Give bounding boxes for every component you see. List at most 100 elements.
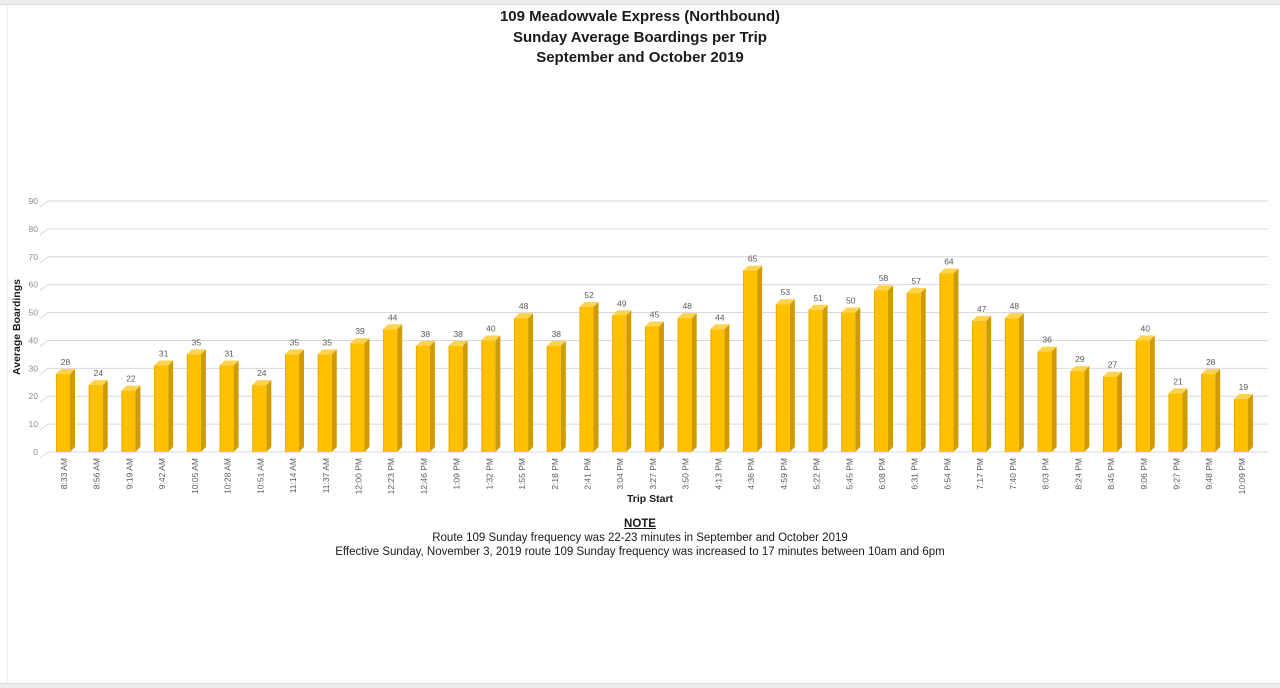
x-tick-label: 11:14 AM (288, 458, 298, 493)
bar-value-label: 24 (93, 368, 103, 378)
bar-top-face (1135, 335, 1155, 341)
x-tick-label: 5:22 PM (812, 458, 822, 490)
bar-top-face (481, 335, 501, 341)
y-tick-label: 30 (29, 363, 39, 373)
x-tick-label: 12:00 PM (353, 458, 363, 494)
bar-top-face (317, 349, 337, 355)
axis-depth-tick (39, 451, 49, 459)
y-tick-label: 70 (29, 252, 39, 262)
bar-value-label: 50 (846, 296, 856, 306)
bar-value-label: 51 (813, 293, 823, 303)
bar (775, 304, 790, 452)
x-tick-label: 1:09 PM (452, 458, 462, 490)
x-tick-label: 8:45 PM (1106, 458, 1116, 490)
bar-side-face (135, 385, 141, 452)
bar-top-face (874, 285, 893, 291)
bar (1168, 393, 1183, 452)
bar-value-label: 35 (323, 337, 333, 347)
bar-side-face (691, 313, 697, 452)
x-tick-label: 11:37 AM (321, 458, 331, 493)
chart-title-line2: Sunday Average Boardings per Trip (513, 28, 767, 46)
bar-top-face (350, 338, 370, 344)
bar-side-face (1117, 371, 1123, 452)
bar-top-face (1103, 371, 1123, 377)
page-edge-bottom (0, 683, 1280, 688)
bar (710, 329, 725, 452)
bar-side-face (953, 268, 959, 452)
bar (579, 306, 594, 452)
y-tick-label: 50 (29, 308, 39, 318)
bar (874, 290, 888, 452)
y-tick-label: 10 (29, 419, 39, 429)
bar-side-face (724, 324, 730, 452)
bar-top-face (56, 368, 75, 374)
bar-top-face (186, 349, 206, 355)
bar-side-face (920, 288, 926, 452)
note-heading: NOTE (624, 518, 656, 530)
bar (906, 293, 921, 452)
bar-top-face (154, 360, 174, 366)
bar (252, 385, 267, 452)
axis-depth-tick (39, 367, 49, 375)
bar-side-face (233, 360, 239, 452)
bar-top-face (841, 307, 861, 313)
bar-top-face (448, 341, 468, 347)
bar-top-face (514, 313, 534, 319)
bar-value-label: 22 (126, 374, 136, 384)
x-tick-label: 10:51 AM (255, 458, 265, 494)
bar-value-label: 39 (355, 326, 365, 336)
bar (481, 340, 496, 452)
bar (219, 365, 234, 452)
x-tick-label: 10:28 AM (223, 458, 233, 494)
x-tick-label: 2:18 PM (550, 458, 560, 490)
bar-value-label: 35 (192, 337, 202, 347)
bar-value-label: 44 (715, 312, 725, 322)
bar-side-face (102, 380, 108, 452)
y-tick-label: 20 (29, 391, 39, 401)
bar-side-face (1018, 313, 1024, 452)
bar-side-face (626, 310, 632, 452)
bar (350, 343, 365, 452)
x-tick-label: 10:09 PM (1237, 458, 1247, 494)
bar-side-face (1051, 346, 1057, 452)
bar (612, 315, 627, 452)
bar (154, 365, 169, 452)
bar-side-face (986, 315, 992, 452)
bar-side-face (822, 304, 828, 452)
bar-value-label: 31 (224, 349, 234, 359)
note-line1: Route 109 Sunday frequency was 22-23 min… (432, 532, 848, 544)
bar-value-label: 57 (911, 276, 921, 286)
bar-value-label: 48 (1010, 301, 1020, 311)
bar (415, 346, 430, 452)
bar-top-face (972, 315, 992, 321)
bar-top-face (939, 268, 959, 274)
bar (383, 329, 398, 452)
bar-top-face (219, 360, 239, 366)
bar-side-face (364, 338, 370, 452)
bar-top-face (1070, 366, 1090, 372)
bar-top-face (612, 310, 632, 316)
x-axis-title: Trip Start (627, 493, 674, 505)
x-tick-label: 7:40 PM (1008, 458, 1018, 490)
bar-value-label: 29 (1075, 354, 1085, 364)
axis-depth-tick (39, 228, 49, 236)
bar-value-label: 38 (421, 329, 431, 339)
bar-value-label: 44 (388, 312, 398, 322)
boardings-bar-chart: 0 10 20 30 40 50 60 70 80 90 28 8:33 AM 24 8:56 AM 22 9… (11, 196, 1268, 505)
bar-side-face (1084, 366, 1090, 452)
bar-side-face (528, 313, 534, 452)
x-tick-label: 3:27 PM (648, 458, 658, 490)
bar-top-face (415, 341, 435, 347)
x-tick-label: 8:03 PM (1041, 458, 1051, 490)
bar-side-face (855, 307, 861, 452)
page-margin-line (7, 5, 8, 683)
axis-depth-tick (39, 284, 49, 292)
bar-value-label: 40 (1141, 323, 1151, 333)
bar-top-face (1233, 394, 1253, 400)
x-tick-label: 9:48 PM (1204, 458, 1214, 490)
page-background (0, 4, 1280, 684)
bar (644, 326, 659, 452)
bar (1070, 371, 1085, 452)
x-tick-label: 4:13 PM (713, 458, 723, 490)
